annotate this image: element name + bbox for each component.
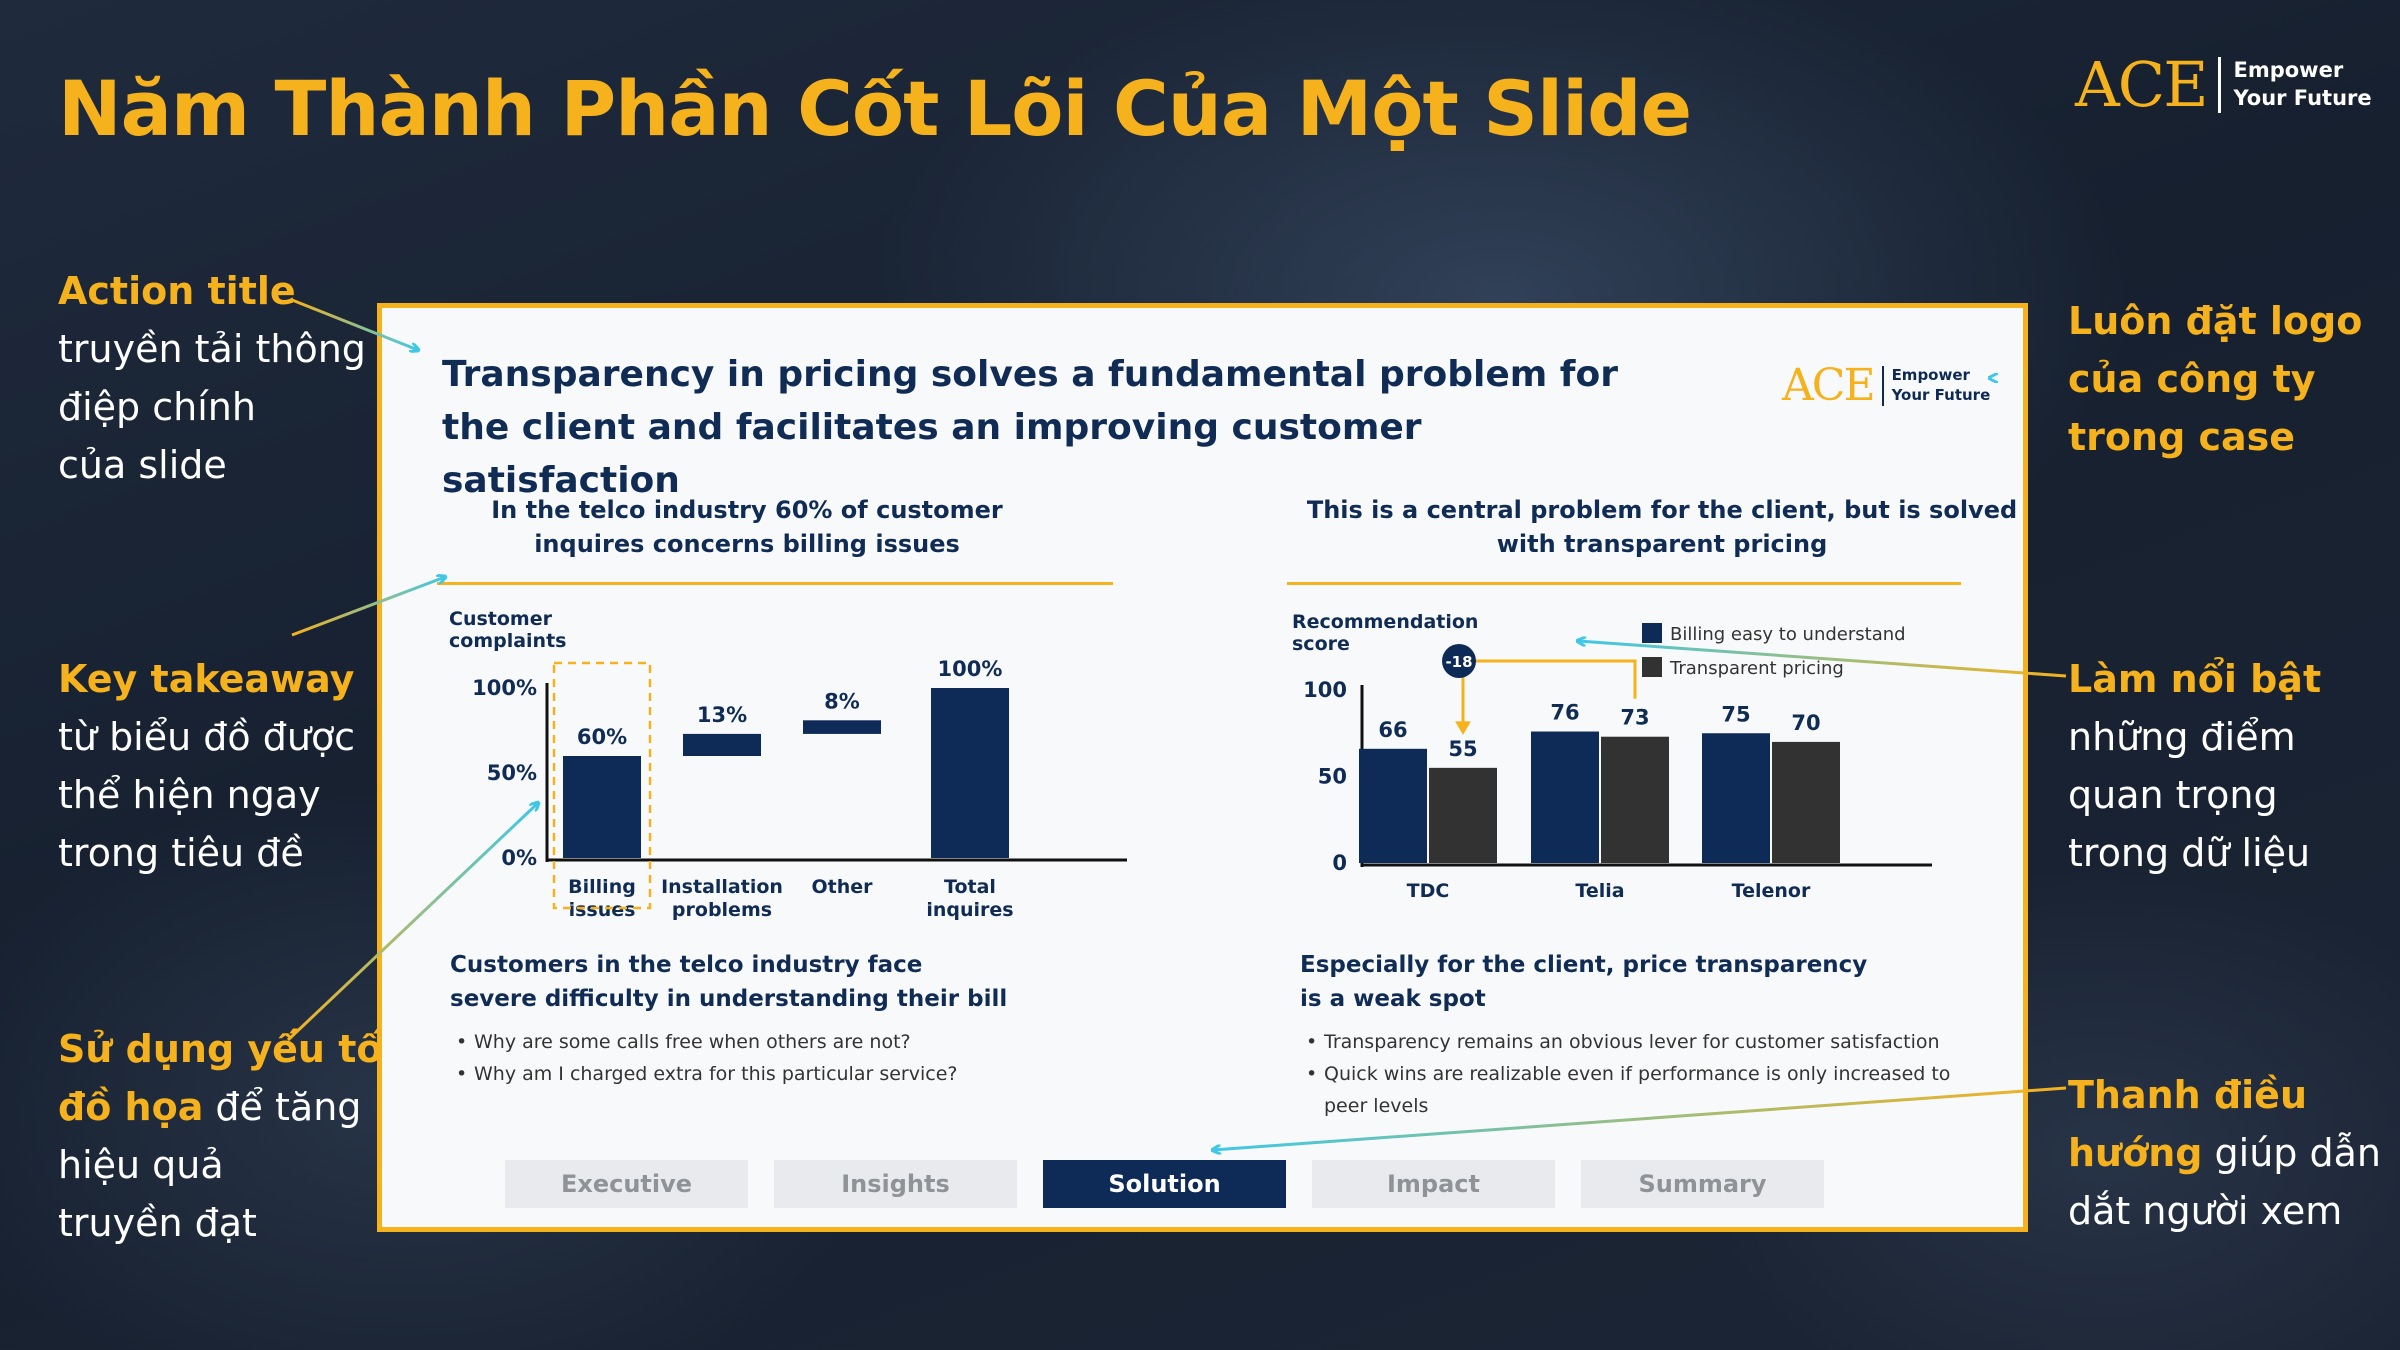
bar	[1531, 731, 1599, 863]
slide-logo-tagline: Empower Your Future	[1891, 366, 1991, 404]
category-label: TDC	[1407, 880, 1450, 902]
bar-value-label: 8%	[824, 689, 860, 713]
y-tick-label: 100%	[472, 676, 537, 700]
y-tick-label: 0	[1332, 851, 1347, 875]
nav-tab-insights[interactable]: Insights	[774, 1160, 1017, 1208]
bar-value-label: 70	[1791, 711, 1820, 735]
bar	[931, 688, 1009, 858]
category-label: Other	[811, 876, 873, 898]
difference-badge	[1442, 644, 1476, 678]
difference-label: -18	[1445, 653, 1472, 671]
nav-tab-executive[interactable]: Executive	[505, 1160, 748, 1208]
bar-value-label: 13%	[697, 703, 747, 727]
list-item: Transparency remains an obvious lever fo…	[1300, 1026, 1960, 1058]
slide-logo: ACE Empower Your Future	[1782, 360, 1990, 411]
logo-divider	[2218, 56, 2222, 113]
chart1-ylabel: Customer complaints	[449, 608, 567, 652]
navigation-bar: Executive Insights Solution Impact Summa…	[505, 1160, 1824, 1208]
bar-value-label: 73	[1620, 706, 1649, 730]
page-title: Năm Thành Phần Cốt Lõi Của Một Slide	[58, 64, 1692, 153]
brand-logo: ACE Empower Your Future	[2075, 48, 2372, 121]
y-tick-label: 100	[1303, 678, 1347, 702]
annotation-highlight: Làm nổi bật những điểm quan trọng trong …	[2068, 657, 2322, 875]
nav-tab-summary[interactable]: Summary	[1581, 1160, 1824, 1208]
bar	[803, 720, 881, 734]
left-bullet-list: Why are some calls free when others are …	[450, 1026, 1070, 1090]
difference-connector	[1461, 659, 1637, 728]
brand-wordmark: ACE	[2075, 48, 2208, 121]
list-item: Why am I charged extra for this particul…	[450, 1058, 1070, 1090]
left-divider	[437, 582, 1113, 585]
category-label: Total	[944, 876, 996, 898]
nav-tab-solution[interactable]: Solution	[1043, 1160, 1286, 1208]
category-label: Installation	[661, 876, 783, 898]
highlight-box	[552, 661, 652, 910]
bar	[1772, 741, 1840, 863]
legend-label: Billing easy to understand	[1670, 624, 1906, 645]
list-item: Quick wins are realizable even if perfor…	[1300, 1058, 1960, 1122]
bar-value-label: 55	[1448, 737, 1477, 761]
category-label: issues	[569, 899, 636, 921]
category-label: Billing	[568, 876, 636, 898]
annotation-nav: Thanh điều hướng giúp dẫn dắt người xem	[2068, 1073, 2382, 1233]
right-body-heading: Especially for the client, price transpa…	[1300, 952, 1868, 1012]
y-tick-label: 50%	[487, 761, 537, 785]
legend-label: Transparent pricing	[1669, 658, 1844, 679]
bar-value-label: 75	[1721, 702, 1750, 726]
legend-swatch	[1642, 623, 1662, 643]
annotation-logo: Luôn đặt logo của công ty trong case	[2068, 299, 2363, 459]
bar	[1601, 736, 1669, 863]
recommendation-chart: 100 50 0 66 55 TDC 76 73 Telia 75 70 Telenor Billing…	[1303, 623, 1932, 902]
bar	[683, 733, 761, 756]
category-label: problems	[672, 899, 772, 921]
legend-swatch	[1642, 657, 1662, 677]
bar-value-label: 100%	[938, 658, 1003, 681]
right-key-takeaway: This is a central problem for the client…	[1306, 496, 2018, 558]
annotation-graphics: Sử dụng yếu tố đồ họa để tăng hiệu quả t…	[58, 1027, 383, 1245]
bar	[563, 756, 641, 858]
y-tick-label: 50	[1318, 765, 1347, 789]
left-body-heading: Customers in the telco industry face sev…	[450, 952, 1008, 1012]
bar	[1702, 733, 1770, 863]
category-label: inquires	[926, 899, 1013, 921]
right-divider	[1287, 582, 1961, 585]
slide-logo-wordmark: ACE	[1782, 360, 1876, 411]
slide-action-title: Transparency in pricing solves a fundame…	[442, 354, 1618, 501]
bar-value-label: 76	[1550, 701, 1579, 725]
right-bullet-list: Transparency remains an obvious lever fo…	[1300, 1026, 1960, 1122]
bar-value-label: 60%	[577, 725, 627, 749]
nav-tab-impact[interactable]: Impact	[1312, 1160, 1555, 1208]
annotation-action-title: Action title truyền tải thông điệp chính…	[58, 269, 366, 487]
slide-logo-divider	[1881, 365, 1884, 406]
brand-tagline: Empower Your Future	[2233, 58, 2372, 110]
bar-value-label: 66	[1378, 718, 1407, 742]
bar	[1359, 748, 1427, 863]
list-item: Why are some calls free when others are …	[450, 1026, 1070, 1058]
annotation-key-takeaway: Key takeaway từ biểu đồ được thể hiện ng…	[58, 657, 356, 875]
connector-arrowhead	[1455, 721, 1471, 735]
bar	[1429, 767, 1497, 863]
left-key-takeaway: In the telco industry 60% of customer in…	[491, 496, 1003, 558]
y-tick-label: 0%	[501, 846, 537, 870]
chart2-ylabel: Recommendation score	[1292, 611, 1479, 655]
example-slide: Transparency in pricing solves a fundame…	[377, 303, 2028, 1232]
category-label: Telia	[1575, 880, 1624, 902]
category-label: Telenor	[1732, 880, 1811, 902]
